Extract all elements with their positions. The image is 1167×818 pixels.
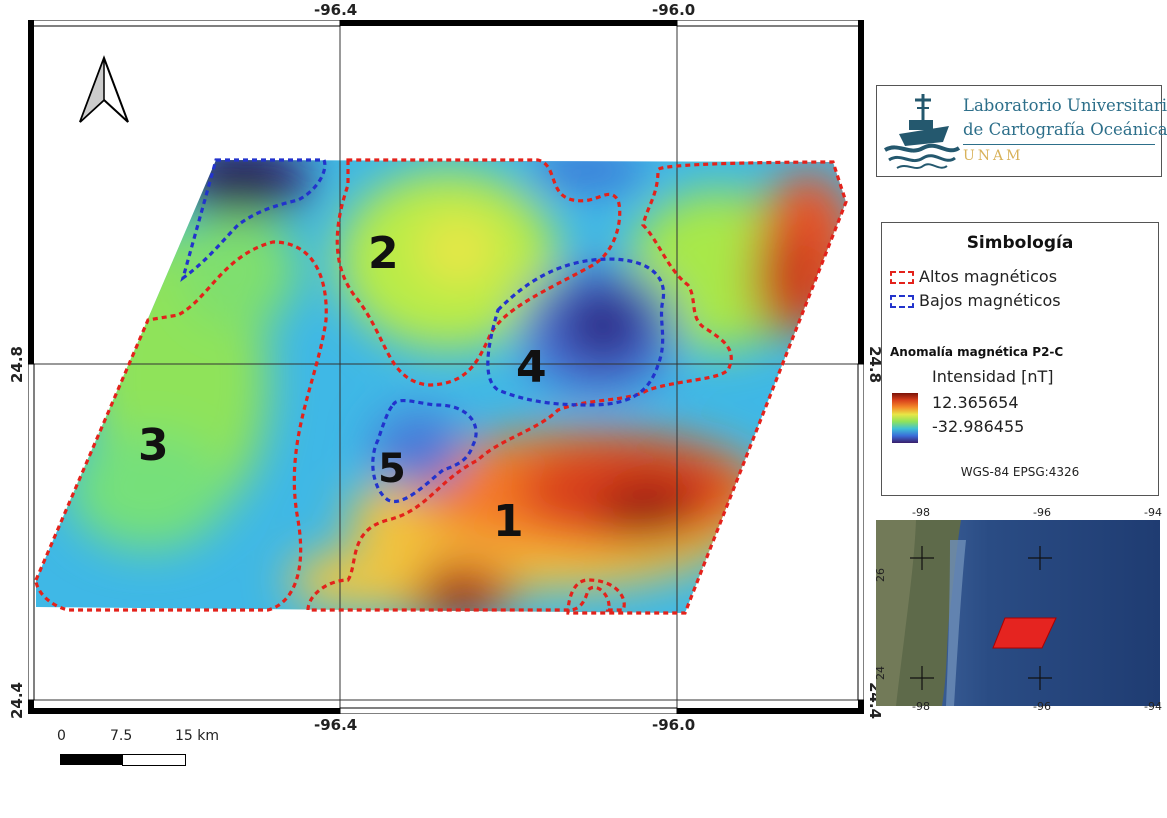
legend-crs: WGS-84 EPSG:4326 xyxy=(960,465,1080,479)
scale-bar-black xyxy=(60,754,122,765)
logo-line-1: Laboratorio Universitario xyxy=(963,96,1167,115)
zone-outlines xyxy=(34,158,848,615)
inset-bottom-tick-1: -98 xyxy=(912,700,930,713)
scale-bar-white xyxy=(122,754,186,766)
zone-1-outline xyxy=(306,160,848,615)
zone-5-outline xyxy=(371,399,478,504)
inset-left-tick-24: 24 xyxy=(874,666,887,680)
legend-panel: Simbología Altos magnéticos Bajos magnét… xyxy=(881,222,1159,496)
legend-min-value: -32.986455 xyxy=(932,417,1025,436)
logo-line-2: de Cartografía Oceánica xyxy=(963,120,1167,139)
inset-left-tick-26: 26 xyxy=(874,568,887,582)
inset-bottom-tick-2: -96 xyxy=(1033,700,1051,713)
legend-label-highs: Altos magnéticos xyxy=(919,267,1058,286)
satellite-image xyxy=(876,520,1160,706)
lat-label-left-lower: 24.4 xyxy=(8,682,26,720)
lon-label-top-left: -96.4 xyxy=(314,1,358,19)
scale-bar-tick-2: 15 km xyxy=(175,728,220,744)
lon-label-bottom-right: -96.0 xyxy=(652,716,696,734)
lon-label-bottom-left: -96.4 xyxy=(314,716,358,734)
zone-label-4: 4 xyxy=(516,342,547,393)
legend-swatch-highs xyxy=(890,271,914,284)
zone-label-5: 5 xyxy=(378,446,406,492)
lon-label-top-right: -96.0 xyxy=(652,1,696,19)
zone-label-3: 3 xyxy=(138,420,169,471)
north-arrow-icon xyxy=(79,55,129,123)
logo-line-3: UNAM xyxy=(963,148,1024,164)
survey-area-marker xyxy=(992,617,1057,649)
zone-label-1: 1 xyxy=(493,496,524,547)
scale-bar-tick-0: 0 xyxy=(57,728,66,744)
legend-title: Simbología xyxy=(966,233,1074,253)
legend-ramp-title: Intensidad [nT] xyxy=(932,367,1054,386)
inset-top-tick-1: -98 xyxy=(912,506,930,519)
graticule xyxy=(28,20,864,714)
inset-top-tick-2: -96 xyxy=(1033,506,1051,519)
legend-max-value: 12.365654 xyxy=(932,393,1019,412)
locator-inset-map[interactable]: -98 -96 -94 26 24 -98 -96 -94 xyxy=(874,506,1162,714)
color-ramp xyxy=(892,393,918,443)
lat-label-right-upper: 24.8 xyxy=(866,346,884,384)
ship-logo-icon xyxy=(884,94,961,169)
scale-bar-tick-1: 7.5 xyxy=(110,728,133,744)
zone-4-outline xyxy=(486,257,666,407)
zone-2-outline xyxy=(335,158,622,387)
logo-divider xyxy=(963,144,1155,145)
inset-top-tick-3: -94 xyxy=(1144,506,1162,519)
inset-bottom-tick-3: -94 xyxy=(1144,700,1162,713)
main-map[interactable]: 2 4 3 5 1 0 xyxy=(27,19,865,748)
legend-swatch-lows xyxy=(890,295,914,308)
zone-3-outline xyxy=(34,240,328,612)
zone-label-2: 2 xyxy=(368,228,399,279)
low-top-left-outline xyxy=(180,158,327,282)
map-canvas xyxy=(27,19,865,748)
legend-layer-title: Anomalía magnética P2-C xyxy=(890,345,1064,359)
legend-label-lows: Bajos magnéticos xyxy=(919,291,1061,310)
anomaly-raster xyxy=(36,160,846,613)
lat-label-left-upper: 24.8 xyxy=(8,346,26,384)
lcou-logo: Laboratorio Universitario de Cartografía… xyxy=(876,85,1167,177)
